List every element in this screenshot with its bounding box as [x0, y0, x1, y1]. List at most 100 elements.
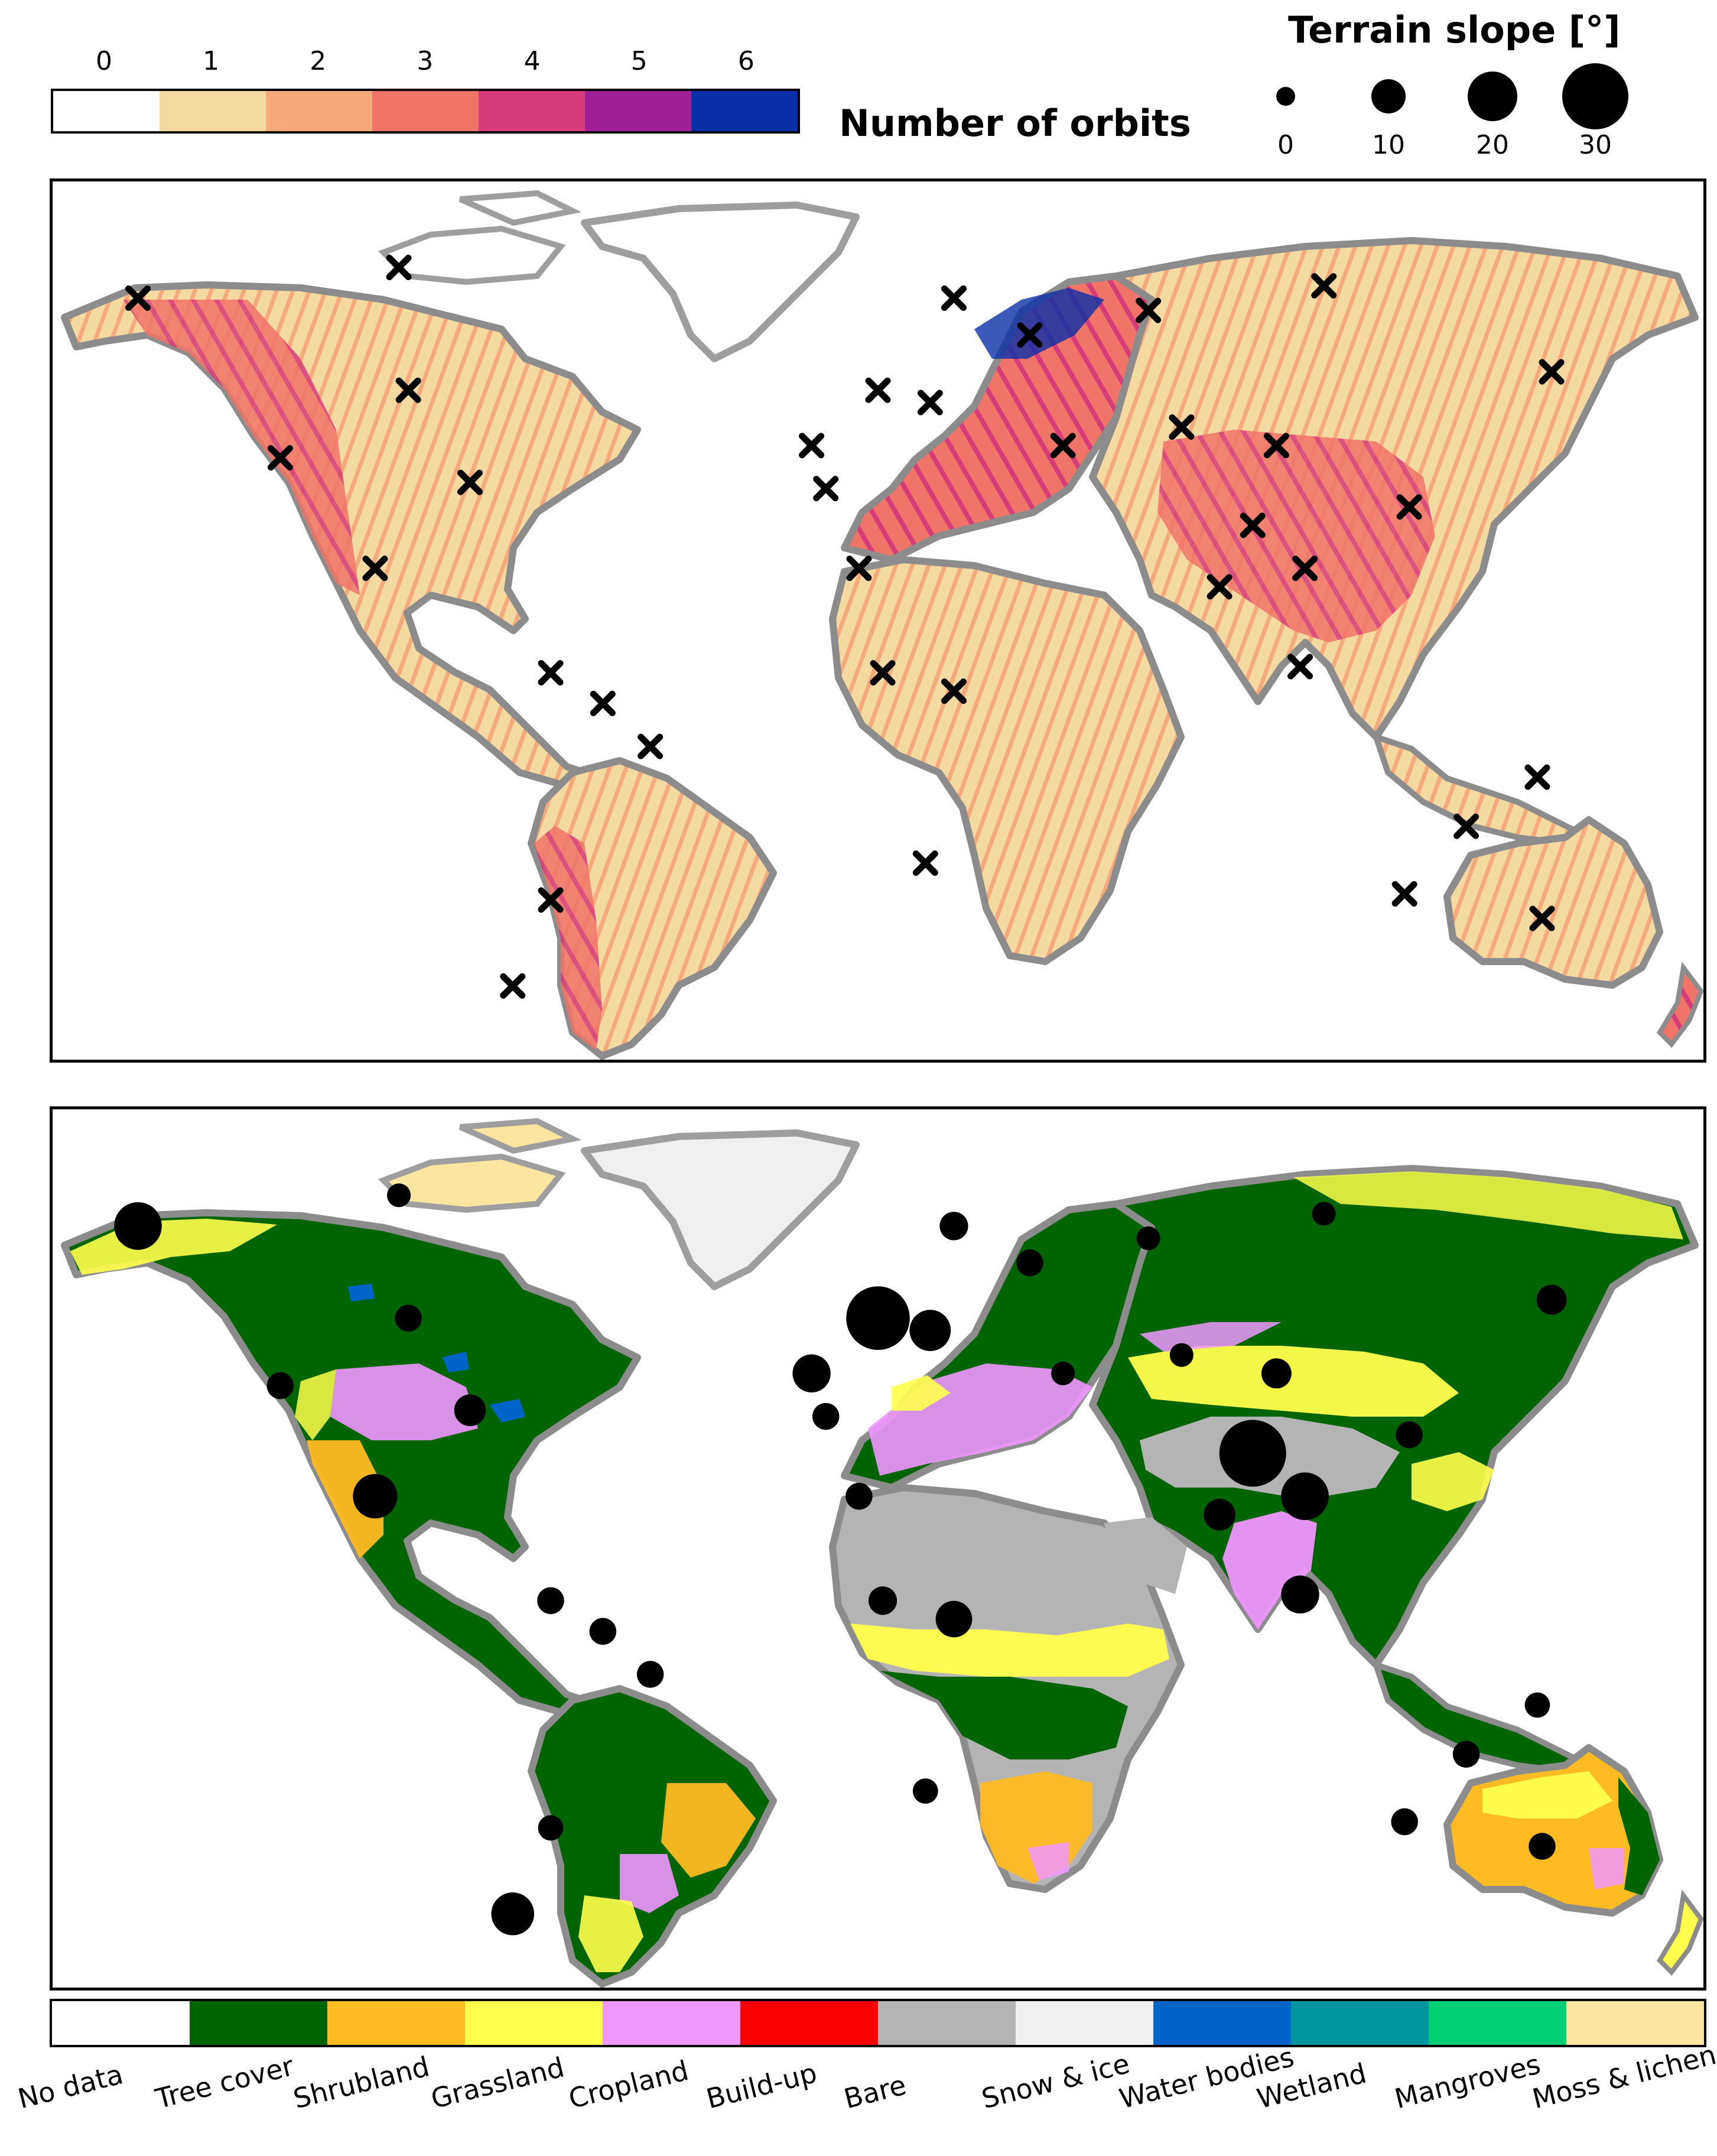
china-crop	[1412, 1452, 1494, 1511]
landcover-label-4: Cropland	[565, 2054, 692, 2115]
site-marker-4	[457, 469, 483, 495]
site-circle-29	[868, 1586, 897, 1615]
orbits-tick-6: 6	[737, 46, 755, 76]
europe-grass	[892, 1375, 951, 1411]
landcover-color-9	[1291, 2001, 1429, 2045]
africa-forest	[880, 1671, 1128, 1759]
landcover-label-10: Mangroves	[1391, 2048, 1543, 2115]
orbits-legend-title: Number of orbits	[839, 102, 1191, 145]
orbits-legend: 0 1 2 3 4 5 6 Number of orbits	[0, 0, 1191, 145]
na-lakes	[348, 1284, 525, 1423]
africa-south-crop	[1027, 1842, 1069, 1881]
landcover-map-panel	[50, 1106, 1706, 1991]
site-circle-20	[1051, 1361, 1075, 1385]
orbits-tick-0: 0	[96, 46, 112, 76]
site-marker-23	[1240, 512, 1266, 538]
landcover-color-10	[1429, 2001, 1566, 2045]
africa-sahel	[850, 1624, 1169, 1677]
site-circle-13	[846, 1286, 910, 1350]
site-circle-3	[266, 1372, 294, 1400]
site-marker-27	[1287, 654, 1313, 680]
site-circle-16	[1016, 1249, 1043, 1277]
orbits-color-0	[53, 91, 160, 131]
orbits-map-panel	[50, 178, 1706, 1063]
arabia-desert	[1104, 1517, 1187, 1594]
orbits-colorbar	[51, 89, 800, 134]
site-circle-25	[1204, 1499, 1235, 1531]
slope-circle-0	[1276, 87, 1295, 106]
site-marker-32	[1453, 813, 1479, 839]
site-marker-1	[386, 254, 412, 280]
site-marker-14	[917, 389, 943, 415]
australia-crop	[1589, 1848, 1624, 1889]
site-circle-17	[1136, 1226, 1160, 1251]
site-circle-28	[846, 1482, 873, 1510]
greenland	[581, 202, 860, 362]
site-marker-29	[870, 660, 896, 686]
landcover-color-1	[190, 2001, 327, 2045]
landcover-color-2	[327, 2001, 465, 2045]
landcover-label-1: Tree cover	[152, 2050, 297, 2115]
site-marker-10	[500, 973, 526, 999]
site-circle-7	[589, 1618, 617, 1645]
site-circle-10	[491, 1892, 535, 1936]
landcover-color-8	[1153, 2001, 1291, 2045]
site-marker-19	[1539, 359, 1565, 385]
landcover-label-0: No data	[14, 2058, 126, 2115]
site-circle-8	[636, 1661, 664, 1688]
site-marker-0	[125, 285, 151, 311]
site-circle-18	[1312, 1202, 1336, 1226]
site-circle-11	[792, 1354, 831, 1393]
slope-circle-30	[1562, 63, 1628, 129]
site-marker-8	[638, 733, 664, 759]
orbits-map	[61, 190, 1703, 1060]
site-circle-0	[114, 1202, 162, 1250]
site-circle-19	[1536, 1284, 1567, 1315]
landcover-color-5	[740, 2001, 878, 2045]
asia-tundra	[1293, 1171, 1683, 1239]
site-circle-32	[1452, 1741, 1480, 1768]
site-marker-24	[1292, 556, 1318, 582]
site-marker-15	[941, 285, 967, 311]
site-marker-22	[1263, 433, 1289, 459]
new-zealand	[1656, 962, 1703, 1048]
site-marker-11	[799, 433, 825, 459]
new-zealand	[1656, 1889, 1703, 1976]
landcover-label-11: Moss & lichen	[1529, 2038, 1717, 2115]
site-marker-30	[941, 678, 967, 704]
se-asia-islands	[1371, 732, 1582, 847]
slope-circle-10	[1371, 79, 1406, 113]
slope-value-20: 20	[1476, 130, 1509, 160]
landcover-color-3	[465, 2001, 603, 2045]
slope-value-0: 0	[1277, 130, 1294, 160]
site-marker-21	[1169, 414, 1195, 440]
sa-pampas	[620, 1854, 679, 1913]
orbits-site-markers	[125, 254, 1565, 999]
india-crop	[1222, 1511, 1317, 1629]
site-marker-31	[912, 850, 938, 876]
site-circle-6	[537, 1587, 564, 1615]
site-marker-26	[1396, 494, 1422, 520]
site-marker-2	[395, 377, 421, 403]
site-circle-23	[1219, 1420, 1286, 1487]
slope-legend: Terrain slope [°] 0 10 20 30	[1229, 0, 1717, 165]
orbits-color-1	[160, 91, 266, 131]
orbits-color-2	[266, 91, 372, 131]
landcover-color-0	[52, 2001, 190, 2045]
site-marker-33	[1524, 764, 1550, 790]
site-circle-4	[454, 1394, 486, 1426]
orbits-tick-1: 1	[203, 46, 220, 76]
site-circle-2	[395, 1304, 422, 1332]
orbits-tick-3: 3	[417, 46, 434, 76]
landcover-color-4	[603, 2001, 740, 2045]
landcover-label-6: Bare	[840, 2069, 909, 2115]
australia-grass	[1482, 1771, 1612, 1819]
site-circle-31	[912, 1778, 938, 1804]
site-circle-30	[935, 1600, 973, 1638]
africa	[829, 556, 1185, 965]
orbits-tick-2: 2	[310, 46, 327, 76]
landcover-site-markers	[114, 1183, 1567, 1936]
asia-high	[1157, 430, 1435, 642]
site-marker-7	[590, 690, 616, 716]
greenland	[581, 1129, 860, 1290]
